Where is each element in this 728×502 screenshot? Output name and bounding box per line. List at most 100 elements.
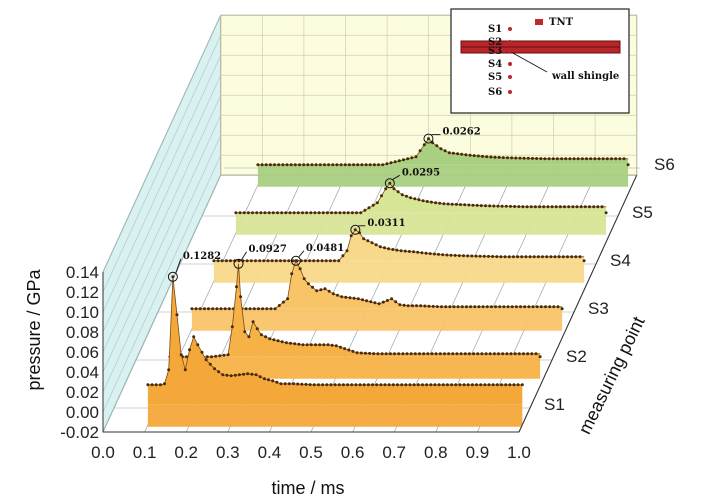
data-point bbox=[525, 205, 529, 209]
data-point bbox=[360, 163, 364, 167]
data-point bbox=[301, 211, 304, 215]
data-point bbox=[303, 259, 307, 263]
data-point bbox=[304, 382, 308, 386]
data-point bbox=[520, 255, 524, 259]
data-point bbox=[335, 163, 339, 167]
x-tick-label: 0.0 bbox=[91, 443, 115, 462]
data-point bbox=[471, 203, 475, 207]
data-point bbox=[257, 307, 260, 311]
data-point bbox=[402, 303, 406, 307]
data-point bbox=[561, 255, 565, 259]
data-point bbox=[558, 205, 562, 209]
data-point bbox=[276, 211, 279, 215]
peak-label: 0.0262 bbox=[442, 127, 480, 138]
data-point bbox=[305, 343, 309, 347]
inset-point-label: S1 bbox=[488, 24, 502, 35]
data-point bbox=[259, 211, 263, 215]
data-point bbox=[242, 211, 246, 215]
series-s3 bbox=[190, 259, 564, 331]
data-point bbox=[372, 352, 376, 356]
peak-leader bbox=[298, 250, 305, 258]
data-point bbox=[413, 197, 417, 201]
data-point bbox=[458, 383, 462, 387]
data-point bbox=[260, 163, 264, 167]
data-point bbox=[344, 295, 348, 299]
data-point bbox=[356, 297, 360, 301]
data-point bbox=[419, 304, 423, 308]
data-point bbox=[427, 137, 430, 141]
data-point bbox=[358, 383, 362, 387]
data-point bbox=[378, 245, 382, 249]
data-point bbox=[452, 305, 456, 309]
peak-marker bbox=[290, 255, 301, 266]
data-point bbox=[626, 163, 630, 167]
data-point bbox=[542, 205, 546, 209]
data-point bbox=[358, 231, 361, 235]
data-point bbox=[439, 147, 443, 151]
data-point bbox=[582, 259, 586, 263]
data-point bbox=[194, 307, 198, 311]
data-point bbox=[422, 143, 426, 147]
data-point bbox=[506, 156, 509, 160]
data-point bbox=[513, 205, 517, 208]
series-s5 bbox=[234, 181, 608, 235]
data-point bbox=[463, 352, 467, 356]
data-point bbox=[385, 162, 389, 166]
data-point bbox=[279, 382, 283, 386]
data-point bbox=[154, 383, 158, 387]
series-band bbox=[235, 212, 607, 235]
z-tick-label: S5 bbox=[632, 203, 653, 222]
data-point bbox=[222, 353, 226, 357]
data-point bbox=[376, 352, 380, 356]
data-point bbox=[221, 373, 225, 377]
data-point bbox=[381, 163, 385, 167]
data-point bbox=[403, 249, 407, 253]
data-point bbox=[264, 335, 268, 339]
data-point bbox=[347, 163, 351, 167]
inset-point-label: S2 bbox=[488, 37, 502, 48]
data-point bbox=[517, 352, 521, 356]
data-point bbox=[296, 211, 300, 215]
data-point bbox=[466, 254, 470, 258]
z-tick-label: S4 bbox=[610, 251, 631, 270]
chart-annotations: 0.0262 0.0295 0.0311 0.0481 0.0927 0.1282 bbox=[167, 127, 481, 282]
data-point bbox=[404, 383, 408, 387]
data-point bbox=[441, 253, 445, 257]
data-point bbox=[538, 355, 542, 359]
data-point bbox=[362, 383, 366, 387]
data-point bbox=[578, 255, 582, 259]
data-point bbox=[478, 254, 482, 258]
data-point bbox=[326, 343, 330, 347]
data-point bbox=[330, 211, 334, 215]
data-point bbox=[531, 305, 535, 309]
data-point bbox=[267, 378, 270, 382]
data-point bbox=[535, 157, 539, 160]
y-tick-label: 0.06 bbox=[66, 343, 99, 362]
data-point bbox=[472, 352, 476, 356]
data-point bbox=[576, 157, 580, 161]
left-gridline bbox=[102, 155, 221, 413]
data-point bbox=[568, 157, 572, 161]
data-point bbox=[394, 300, 398, 304]
data-point bbox=[431, 304, 435, 308]
data-point bbox=[552, 305, 556, 309]
data-point bbox=[519, 305, 522, 309]
series-band bbox=[213, 260, 585, 283]
data-point bbox=[543, 157, 547, 161]
data-point bbox=[396, 190, 400, 194]
left-gridline bbox=[102, 35, 221, 293]
data-point bbox=[420, 251, 424, 255]
data-point bbox=[339, 163, 343, 167]
data-point bbox=[266, 259, 270, 263]
data-point bbox=[423, 304, 427, 308]
data-point bbox=[289, 163, 293, 167]
data-point bbox=[501, 156, 505, 160]
data-point bbox=[342, 211, 346, 215]
data-point bbox=[300, 382, 304, 386]
data-point bbox=[258, 259, 262, 263]
data-point bbox=[350, 211, 354, 215]
z-axis-line bbox=[518, 174, 638, 433]
data-point bbox=[495, 383, 499, 387]
series-s4 bbox=[212, 228, 586, 283]
data-point bbox=[205, 355, 209, 359]
